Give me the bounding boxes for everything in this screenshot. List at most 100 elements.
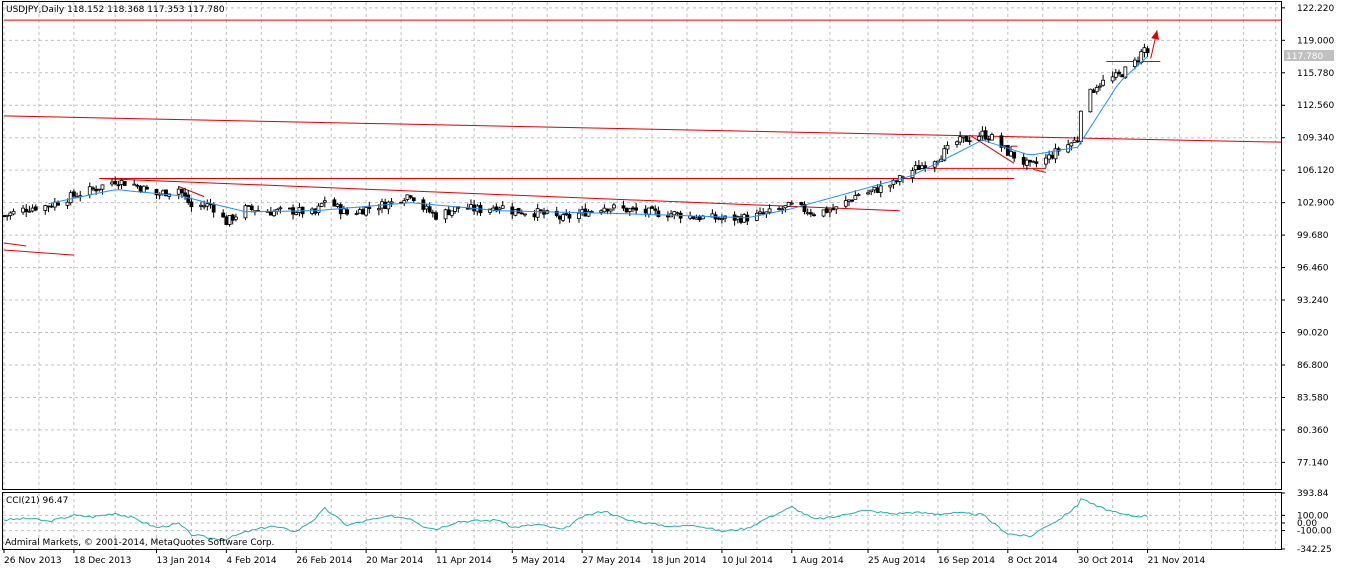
- cci-axis[interactable]: 393.84 100.000.00-100.00 -342.25: [1281, 489, 1332, 555]
- candle-body: [650, 206, 654, 209]
- trendline[interactable]: [1033, 168, 1047, 173]
- y-tick-label: 77.140: [1297, 458, 1329, 468]
- candle-body: [808, 212, 813, 215]
- candle-body: [754, 212, 759, 221]
- candle-body: [627, 208, 632, 213]
- candle-body: [535, 208, 540, 218]
- trendline[interactable]: [3, 249, 74, 256]
- y-tick-label: 93.240: [1297, 296, 1329, 306]
- candle-body: [141, 185, 146, 193]
- x-tick-label: 20 Mar 2014: [366, 556, 423, 566]
- time-axis[interactable]: 26 Nov 2013 18 Dec 2013 13 Jan 2014 4 Feb 2…: [3, 549, 1205, 566]
- candle-body: [1142, 47, 1147, 53]
- candle-body: [8, 212, 13, 216]
- candle-body: [958, 136, 963, 143]
- candle-body: [446, 209, 451, 216]
- candle-body: [68, 192, 73, 204]
- cci-tick-label: 393.84: [1297, 489, 1329, 499]
- candle-body: [30, 207, 35, 212]
- candle-body: [332, 199, 337, 207]
- candle-body: [341, 208, 346, 214]
- candle-body: [564, 213, 569, 216]
- candle-body: [24, 208, 29, 213]
- candle-body: [408, 195, 413, 198]
- candle-body: [964, 135, 969, 142]
- candle-body: [612, 204, 616, 209]
- candle-body: [94, 188, 99, 192]
- candle-body: [205, 203, 210, 207]
- candle-body: [799, 201, 804, 206]
- candle-body: [405, 194, 410, 200]
- candle-body: [443, 209, 448, 220]
- candle-body: [513, 209, 518, 216]
- candle-body: [1098, 85, 1102, 88]
- candle-body: [43, 205, 48, 211]
- candle-body: [497, 207, 502, 211]
- candle-body: [49, 205, 54, 208]
- cci-tick-label: 0.00: [1297, 519, 1317, 529]
- trendline[interactable]: [969, 134, 1015, 164]
- moving-average-line: [48, 56, 1148, 219]
- candle-body: [87, 186, 92, 196]
- candle-body: [33, 206, 38, 211]
- candle-body: [246, 205, 251, 207]
- candle-body: [186, 194, 191, 203]
- candle-body: [316, 205, 321, 214]
- candle-body: [199, 204, 203, 207]
- candle-body: [758, 211, 762, 214]
- candle-body: [847, 199, 851, 202]
- candle-body: [646, 207, 651, 215]
- trendline[interactable]: [3, 115, 1282, 143]
- candle-body: [1034, 161, 1039, 164]
- candle-body: [183, 192, 187, 197]
- forecast-arrowhead: [1151, 30, 1160, 40]
- x-tick-label: 5 May 2014: [512, 556, 565, 566]
- candle-body: [577, 212, 581, 220]
- candle-body: [294, 212, 299, 215]
- candle-body: [1120, 74, 1125, 78]
- x-tick-label: 10 Jul 2014: [722, 556, 773, 566]
- candle-body: [586, 210, 591, 217]
- candle-body: [742, 214, 747, 223]
- x-tick-label: 26 Feb 2014: [296, 556, 352, 566]
- candle-body: [224, 216, 229, 225]
- candle-body: [675, 212, 680, 215]
- y-tick-label: 96.460: [1297, 264, 1329, 274]
- candle-body: [1072, 139, 1077, 143]
- candle-body: [1053, 148, 1058, 160]
- candle-body: [980, 130, 985, 137]
- candle-body: [910, 170, 915, 178]
- candle-body: [856, 193, 861, 196]
- candle-body: [850, 199, 855, 202]
- candle-body: [942, 148, 947, 161]
- candle-body: [135, 184, 140, 187]
- candle-body: [230, 214, 235, 221]
- price-axis[interactable]: 122.220 119.000 115.780 112.560 109.340 106.1…: [1281, 4, 1334, 469]
- candle-body: [786, 201, 791, 207]
- candle-body: [894, 180, 899, 183]
- candle-body: [878, 185, 883, 193]
- candle-body: [138, 185, 143, 192]
- candle-body: [233, 216, 238, 220]
- candle-body: [1075, 140, 1080, 143]
- y-tick-label: 109.340: [1297, 134, 1334, 144]
- trendlines: [3, 19, 1282, 256]
- y-tick-label: 112.560: [1297, 101, 1334, 111]
- trendline[interactable]: [178, 186, 205, 198]
- candle-body: [421, 199, 426, 210]
- candle-body: [453, 206, 457, 212]
- current-price-tag: 117.780: [1286, 52, 1323, 62]
- y-tick-label: 99.680: [1297, 231, 1329, 241]
- candle-body: [354, 213, 359, 215]
- candle-body: [1069, 142, 1074, 147]
- candle-body: [767, 208, 772, 213]
- candle-body: [920, 165, 924, 169]
- trendline[interactable]: [3, 242, 27, 247]
- candle-body: [1024, 159, 1029, 166]
- candle-body: [1145, 48, 1150, 54]
- candle-body: [666, 215, 670, 218]
- y-tick-label: 119.000: [1297, 36, 1334, 46]
- candle-body: [132, 183, 137, 186]
- x-tick-label: 4 Feb 2014: [226, 556, 277, 566]
- trendline[interactable]: [99, 177, 900, 212]
